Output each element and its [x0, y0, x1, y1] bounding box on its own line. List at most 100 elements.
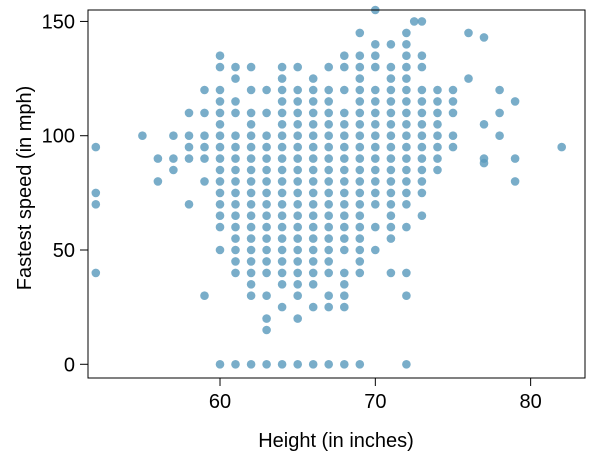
data-point: [386, 188, 396, 198]
data-point: [246, 211, 256, 220]
data-point: [417, 154, 427, 163]
data-point: [340, 108, 349, 118]
data-point: [479, 120, 489, 129]
data-point: [91, 188, 101, 198]
data-point: [417, 142, 427, 152]
data-point: [293, 131, 303, 140]
y-tick-label: 150: [42, 11, 75, 33]
data-point: [215, 108, 225, 118]
data-point: [402, 142, 411, 152]
data-point: [355, 222, 365, 232]
data-point: [355, 257, 365, 266]
data-point: [246, 257, 256, 266]
data-point: [340, 120, 349, 129]
data-point: [169, 154, 178, 163]
data-point: [277, 165, 287, 175]
data-point: [371, 154, 380, 163]
data-point: [355, 120, 365, 129]
data-point: [215, 188, 225, 198]
data-point: [277, 62, 287, 72]
data-point: [324, 234, 334, 243]
data-point: [169, 165, 178, 175]
data-point: [308, 222, 318, 232]
data-point: [277, 97, 287, 106]
data-point: [231, 211, 240, 220]
data-point: [324, 200, 334, 209]
data-point: [324, 97, 334, 106]
data-point: [355, 165, 365, 175]
data-point: [231, 97, 240, 106]
data-point: [262, 188, 271, 198]
data-point: [153, 177, 163, 186]
data-point: [386, 268, 396, 278]
data-point: [371, 97, 380, 106]
data-point: [215, 154, 225, 163]
data-point: [308, 280, 318, 289]
data-point: [91, 200, 101, 209]
data-point: [371, 40, 380, 49]
data-point: [386, 131, 396, 140]
data-point: [308, 302, 318, 312]
data-point: [433, 97, 442, 106]
data-point: [324, 245, 334, 255]
data-point: [293, 314, 303, 323]
data-point: [371, 131, 380, 140]
data-point: [215, 51, 225, 60]
data-point: [355, 74, 365, 83]
data-point: [246, 268, 256, 278]
data-point: [433, 120, 442, 129]
data-point: [371, 62, 380, 72]
data-point: [448, 85, 458, 95]
data-point: [277, 268, 287, 278]
data-point: [215, 120, 225, 129]
data-point: [355, 154, 365, 163]
data-point: [231, 234, 240, 243]
data-point: [153, 154, 163, 163]
data-point: [417, 177, 427, 186]
data-point: [371, 188, 380, 198]
data-point: [371, 245, 380, 255]
data-point: [386, 85, 396, 95]
data-point: [215, 142, 225, 152]
data-point: [409, 17, 419, 26]
data-point: [262, 245, 271, 255]
data-point: [417, 17, 427, 26]
data-point: [246, 245, 256, 255]
data-point: [417, 108, 427, 118]
data-point: [262, 234, 271, 243]
data-point: [386, 40, 396, 49]
data-point: [293, 211, 303, 220]
data-point: [402, 62, 411, 72]
data-point: [231, 222, 240, 232]
data-point: [262, 360, 271, 369]
data-point: [231, 177, 240, 186]
data-point: [184, 154, 194, 163]
data-point: [277, 200, 287, 209]
data-point: [200, 177, 209, 186]
data-point: [355, 360, 365, 369]
data-point: [433, 165, 442, 175]
data-point: [355, 188, 365, 198]
data-point: [277, 257, 287, 266]
data-point: [246, 142, 256, 152]
data-point: [355, 131, 365, 140]
data-point: [293, 108, 303, 118]
data-point: [262, 85, 271, 95]
data-point: [355, 108, 365, 118]
data-point: [324, 222, 334, 232]
x-tick-label: 70: [364, 391, 386, 413]
data-point: [215, 62, 225, 72]
data-point: [308, 188, 318, 198]
data-point: [479, 33, 489, 42]
data-point: [510, 154, 520, 163]
data-point: [386, 200, 396, 209]
data-point: [277, 245, 287, 255]
data-point: [262, 108, 271, 118]
data-point: [91, 268, 101, 278]
data-point: [417, 165, 427, 175]
data-point: [293, 142, 303, 152]
data-point: [308, 165, 318, 175]
data-point: [324, 188, 334, 198]
data-point: [402, 74, 411, 83]
x-axis: 60 70 80: [209, 378, 542, 413]
